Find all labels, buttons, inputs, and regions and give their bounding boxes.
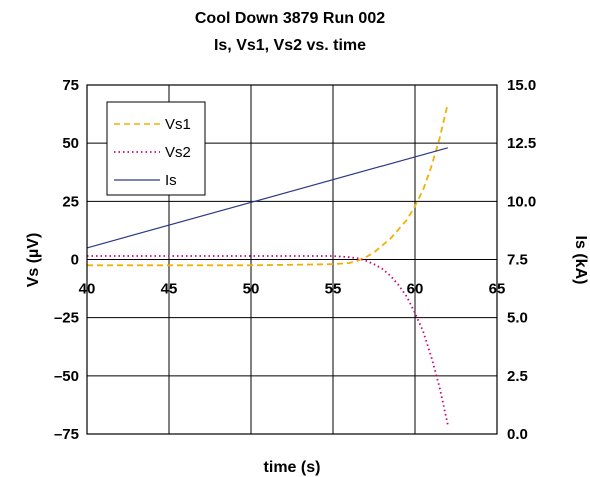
y2-tick-label: 10.0 bbox=[507, 193, 536, 210]
y2-tick-label: 7.5 bbox=[507, 252, 528, 269]
y2-tick-label: 5.0 bbox=[507, 310, 528, 327]
y2-tick-label: 0.0 bbox=[507, 426, 528, 443]
x-tick-label: 55 bbox=[325, 281, 342, 298]
y-tick-label: –75 bbox=[54, 426, 79, 443]
x-axis-label: time (s) bbox=[264, 459, 321, 476]
series-line-vs1 bbox=[87, 103, 449, 267]
y2-tick-label: 2.5 bbox=[507, 368, 528, 385]
y-tick-label: 25 bbox=[62, 193, 79, 210]
legend: Vs1 Vs2 Is bbox=[106, 101, 206, 196]
x-tick-label: 50 bbox=[243, 281, 260, 298]
y-tick-label: 50 bbox=[62, 135, 79, 152]
series-line-is bbox=[86, 147, 448, 249]
legend-label-is: Is bbox=[165, 172, 177, 189]
y2-tick-label: 12.5 bbox=[507, 135, 536, 152]
y2-ticks: 15.0 12.5 10.0 7.5 5.0 2.5 0.0 bbox=[507, 77, 536, 443]
y-tick-label: –25 bbox=[54, 310, 79, 327]
y-tick-label: 75 bbox=[62, 77, 79, 94]
x-tick-label: 60 bbox=[407, 281, 424, 298]
y2-tick-label: 15.0 bbox=[507, 77, 536, 94]
series-lines bbox=[86, 103, 449, 425]
y-axis-label: Vs (µV) bbox=[25, 233, 42, 288]
legend-label-vs1: Vs1 bbox=[165, 116, 191, 133]
y-ticks: 75 50 25 0 –25 –50 –75 bbox=[54, 77, 79, 443]
y-tick-label: 0 bbox=[71, 252, 79, 269]
x-tick-label: 45 bbox=[161, 281, 178, 298]
legend-label-vs2: Vs2 bbox=[165, 144, 191, 161]
y-tick-label: –50 bbox=[54, 368, 79, 385]
series-line-vs2 bbox=[87, 255, 449, 425]
plot-frame bbox=[86, 84, 498, 435]
chart-title: Cool Down 3879 Run 002 bbox=[195, 10, 385, 27]
chart-subtitle: Is, Vs1, Vs2 vs. time bbox=[214, 37, 366, 54]
y2-axis-label: Is (kA) bbox=[572, 236, 589, 285]
